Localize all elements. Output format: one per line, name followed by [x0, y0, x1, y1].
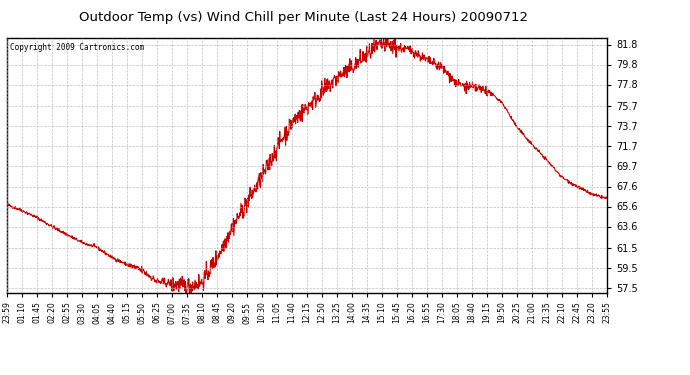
Text: Copyright 2009 Cartronics.com: Copyright 2009 Cartronics.com — [10, 43, 144, 52]
Text: Outdoor Temp (vs) Wind Chill per Minute (Last 24 Hours) 20090712: Outdoor Temp (vs) Wind Chill per Minute … — [79, 11, 528, 24]
